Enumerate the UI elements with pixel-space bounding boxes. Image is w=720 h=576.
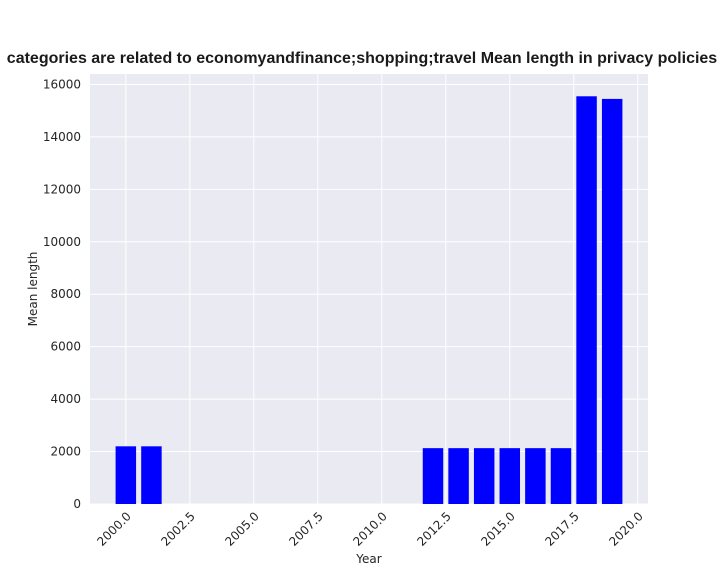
y-tick-label: 10000 [43, 235, 81, 249]
y-tick-label: 12000 [43, 182, 81, 196]
x-tick-label: 2000.0 [94, 509, 134, 549]
bar [448, 448, 469, 504]
bar [115, 446, 137, 504]
bar [422, 448, 444, 504]
x-tick-label: 2015.0 [478, 509, 518, 549]
y-axis-label: Mean length [26, 252, 40, 327]
grid-lines [90, 74, 648, 505]
x-tick-label: 2005.0 [222, 509, 262, 549]
y-tick-label: 8000 [50, 287, 81, 301]
bar [141, 446, 162, 504]
y-tick-label: 2000 [50, 445, 81, 459]
plot-area [90, 74, 648, 504]
bar [601, 98, 623, 504]
x-tick-labels: 2000.0 2002.5 2005.0 2007.5 2010.0 2012.5 2015… [94, 509, 646, 549]
x-tick-label: 2002.5 [158, 509, 198, 549]
bar [576, 96, 597, 504]
y-tick-label: 6000 [50, 340, 81, 354]
x-tick-label: 2020.0 [606, 509, 646, 549]
y-tick-label: 4000 [50, 392, 81, 406]
bars [115, 96, 623, 504]
x-tick-label: 2010.0 [350, 509, 390, 549]
x-tick-label: 2007.5 [286, 509, 326, 549]
chart-title: categories are related to economyandfina… [7, 50, 718, 67]
y-tick-labels: 0 2000 4000 6000 8000 10000 12000 14000 16000 [43, 77, 81, 511]
bar [550, 448, 572, 504]
x-axis-label: Year [355, 552, 381, 566]
x-tick-label: 2017.5 [542, 509, 582, 549]
y-tick-label: 0 [73, 497, 81, 511]
x-tick-label: 2012.5 [414, 509, 454, 549]
bar [473, 448, 495, 504]
y-tick-label: 16000 [43, 77, 81, 91]
bar [499, 448, 521, 504]
bar [525, 448, 546, 504]
y-tick-label: 14000 [43, 130, 81, 144]
